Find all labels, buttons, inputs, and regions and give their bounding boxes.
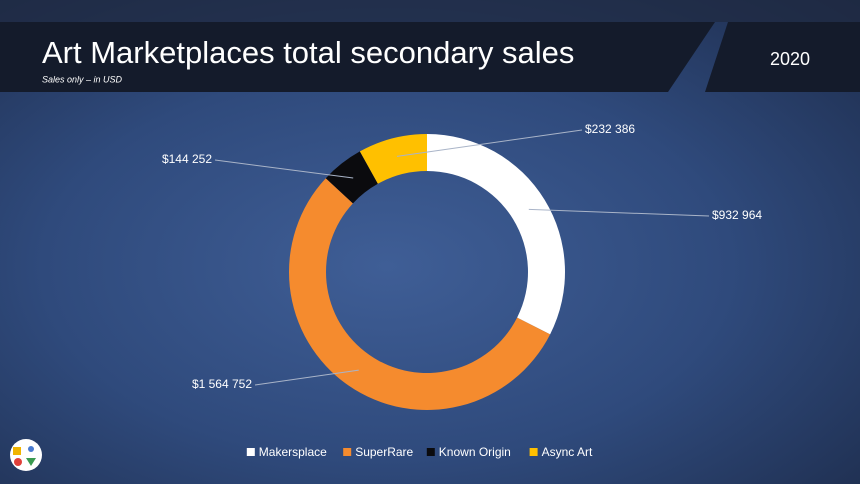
title-bar [0, 22, 715, 92]
data-label: $1 564 752 [192, 377, 252, 391]
subtitle: Sales only – in USD [42, 74, 123, 84]
leader-line [396, 129, 583, 157]
data-label: $932 964 [712, 208, 762, 222]
chart-title: Art Marketplaces total secondary sales [42, 35, 574, 70]
year: 2020 [770, 49, 810, 69]
legend-label: SuperRare [355, 445, 413, 459]
legend-swatch [426, 448, 435, 456]
donut-segment [289, 178, 551, 410]
legend-label: Known Origin [439, 445, 511, 459]
leader-line [254, 369, 359, 386]
data-label: $144 252 [162, 152, 212, 166]
logo [10, 439, 42, 471]
legend-label: Async Art [542, 445, 593, 459]
donut-segment [427, 134, 566, 335]
year-bar [705, 22, 860, 92]
legend-swatch [343, 448, 352, 456]
legend-label: Makersplace [259, 445, 327, 459]
legend-swatch [529, 448, 538, 456]
legend-swatch [246, 448, 255, 456]
leader-line [528, 208, 710, 217]
data-label: $232 386 [585, 122, 635, 136]
leader-line [214, 159, 354, 179]
donut-segment [359, 134, 427, 184]
top-strip [0, 0, 860, 22]
